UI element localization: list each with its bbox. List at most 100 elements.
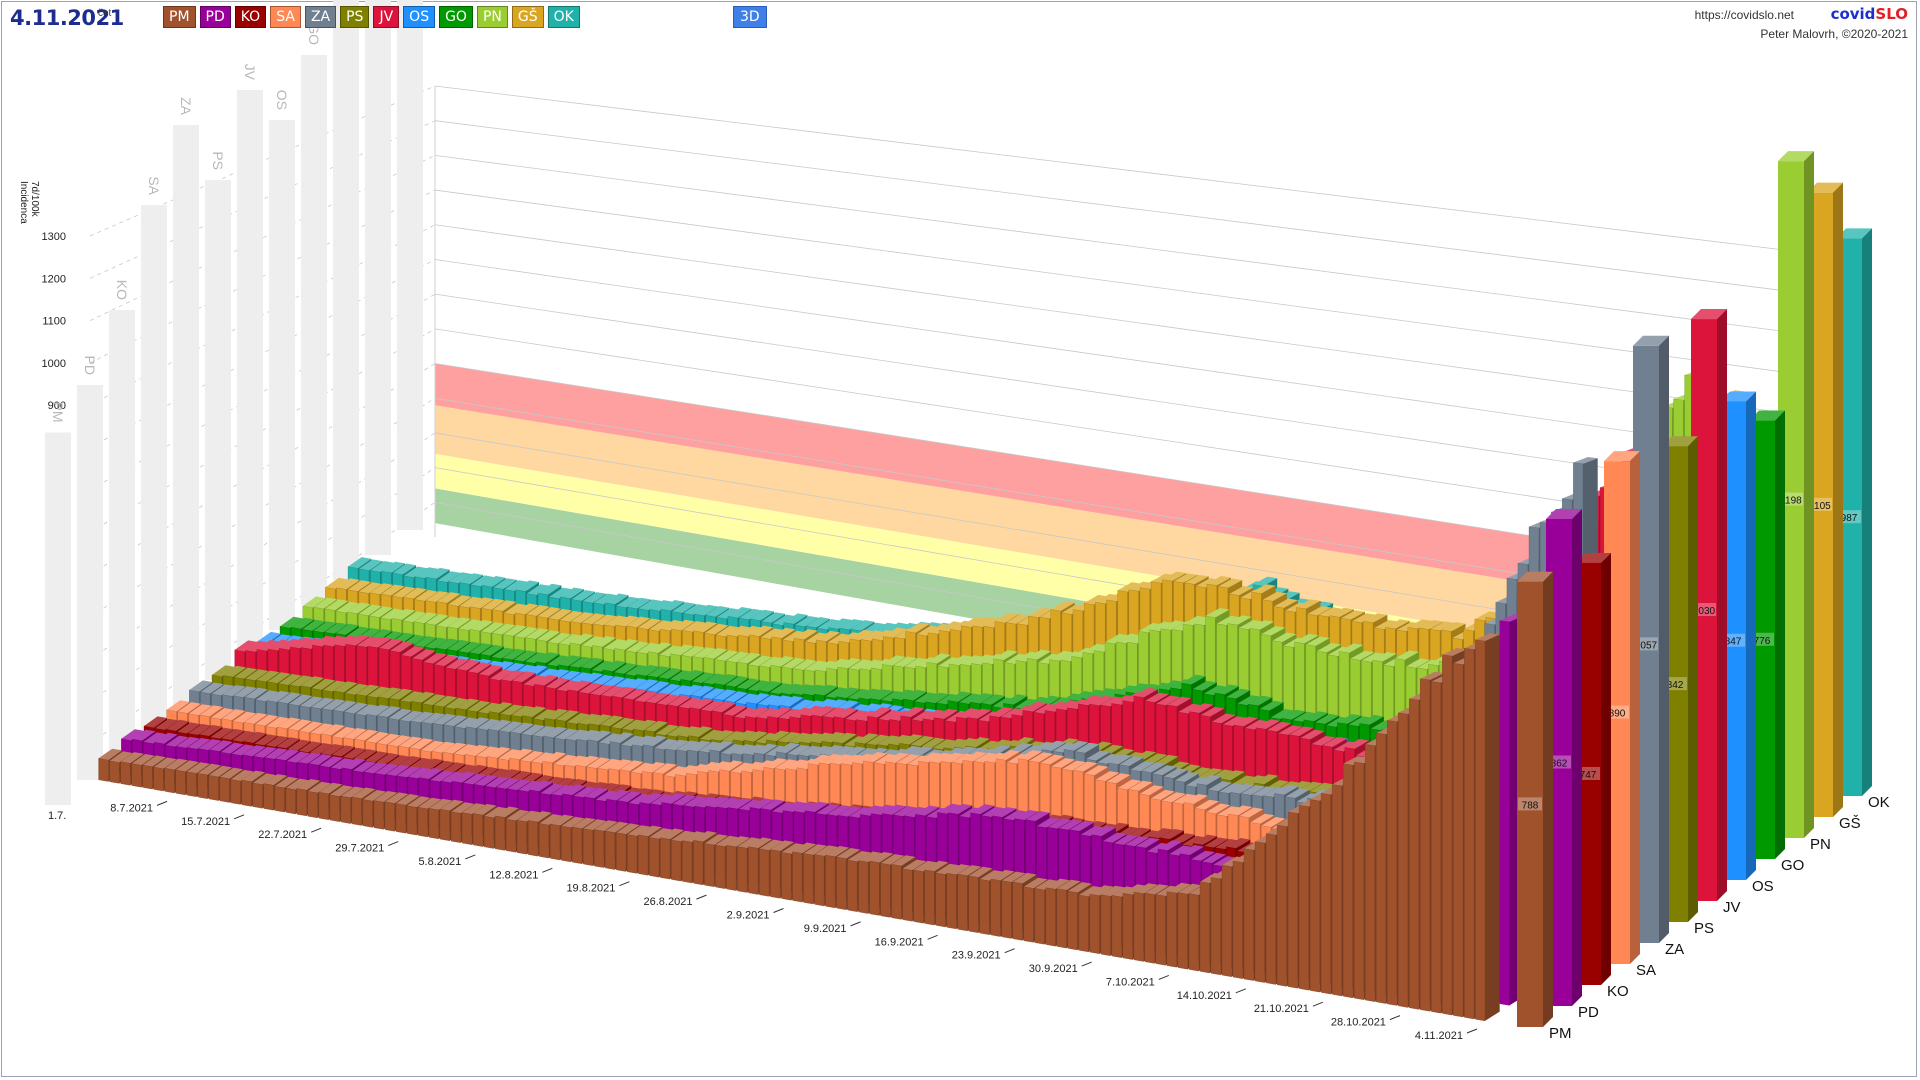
bar-top [779, 696, 804, 707]
bar-top [671, 830, 695, 842]
bar-top [341, 758, 366, 770]
bar-top [778, 708, 803, 720]
bar-top [252, 773, 277, 785]
bar-top [495, 806, 519, 818]
value-label: 1198 [1780, 496, 1802, 507]
bar-top [513, 650, 538, 662]
legend-chip-pd[interactable]: PD [199, 6, 231, 28]
bar-top [592, 636, 616, 648]
bar-top [1064, 740, 1088, 751]
bar-top [792, 842, 817, 854]
value-label: 890 [1609, 709, 1626, 720]
bar-top [754, 743, 778, 755]
bar-top [708, 761, 733, 772]
x-tick-label: 28.10.2021 [1331, 1017, 1386, 1029]
legend-chip-pm[interactable]: PM [163, 6, 196, 28]
bar [1354, 761, 1365, 1000]
bar-top [567, 680, 592, 692]
bar-top [774, 759, 799, 770]
legend-chip-jv[interactable]: JV [373, 6, 400, 28]
brand-part1: covid [1830, 5, 1876, 23]
bar [1331, 784, 1342, 997]
x-tick [388, 841, 399, 847]
bar-top [526, 584, 551, 596]
legend-chip-pn[interactable]: PN [476, 6, 508, 28]
threshold-band-3 [435, 363, 1850, 636]
legend-chip-os[interactable]: OS [403, 6, 436, 28]
bar-top [742, 744, 767, 756]
bar-top [263, 774, 288, 786]
legend-chip-gs[interactable]: GŠ [511, 6, 544, 28]
view-3d-button[interactable]: 3D [733, 6, 767, 28]
legend-chip-za[interactable]: ZA [304, 6, 337, 28]
bar-top [336, 601, 360, 613]
latest-column-side [1862, 228, 1872, 797]
bar-top [603, 639, 628, 651]
ghost-label: KO [114, 280, 130, 300]
bar-top [487, 747, 511, 759]
bar-top [277, 692, 302, 704]
bar-top [1218, 578, 1243, 588]
bar-top [659, 645, 683, 657]
bar-top [1089, 885, 1114, 896]
bar-top [697, 761, 722, 773]
legend-chip-ko[interactable]: KO [234, 6, 267, 28]
bar-top [540, 783, 564, 795]
latest-column-top [1778, 151, 1814, 162]
bar-top [132, 729, 156, 741]
bar [142, 764, 153, 790]
bar-top [467, 662, 492, 674]
bar-top [726, 651, 750, 663]
bar-top [1200, 706, 1225, 717]
bar-top [436, 592, 461, 604]
row-label: OS [1752, 878, 1774, 895]
bar [98, 758, 109, 782]
bar-top [443, 742, 467, 754]
bar-top [1167, 696, 1192, 707]
bar [1475, 639, 1486, 1022]
x-tick-label: 23.9.2021 [952, 950, 1001, 962]
bar-top [1222, 716, 1247, 727]
brand-logo[interactable]: covidSLO [1831, 5, 1908, 23]
bar-top [553, 754, 578, 766]
bar-top [441, 771, 465, 783]
bar [1155, 894, 1166, 966]
x-tick [1389, 1015, 1401, 1021]
x-tick-label: 21.10.2021 [1254, 1003, 1309, 1015]
bar-top [658, 668, 683, 680]
bar-top [639, 793, 664, 804]
legend-chip-ps[interactable]: PS [340, 6, 370, 28]
bar-top [447, 617, 471, 629]
bar-top [961, 617, 986, 628]
bar-top [554, 728, 579, 740]
bar-top [177, 702, 201, 714]
x-tick [156, 800, 168, 806]
bar-top [1292, 711, 1317, 722]
site-url[interactable]: https://covidslo.net [1694, 8, 1794, 22]
row-label: GŠ [1839, 815, 1861, 832]
bar-top [409, 757, 433, 770]
bar [1420, 678, 1431, 1012]
bar-top [335, 623, 359, 636]
bar [704, 843, 715, 887]
bar-top [286, 751, 311, 763]
bar-top [794, 802, 818, 813]
bar [1431, 681, 1442, 1014]
bar-top [120, 752, 144, 764]
bar-top [570, 612, 595, 624]
legend-chip-sa[interactable]: SA [270, 6, 301, 28]
bar-top [276, 737, 300, 749]
x-tick-label: 22.7.2021 [258, 829, 307, 841]
bar-top [493, 578, 517, 590]
bar-top [599, 733, 623, 745]
bar-top [842, 746, 867, 758]
bar-top [410, 711, 435, 723]
bar-top [533, 709, 558, 721]
bar-top [399, 710, 424, 722]
bar-top [1172, 793, 1197, 805]
bar-top [1058, 819, 1083, 830]
legend-chip-ok[interactable]: OK [547, 6, 580, 28]
bar-top [584, 787, 609, 799]
bar-top [230, 769, 255, 782]
legend-chip-go[interactable]: GO [439, 6, 473, 28]
